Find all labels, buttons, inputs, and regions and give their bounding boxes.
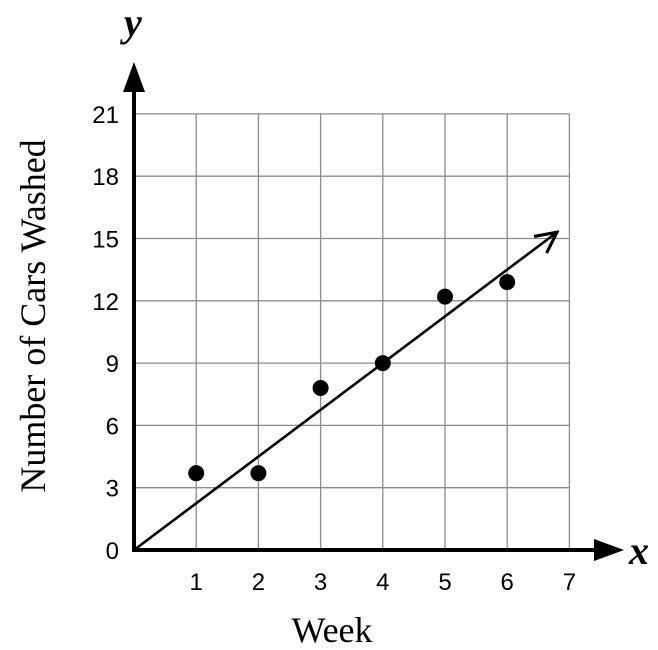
y-axis-arrowhead bbox=[123, 62, 145, 92]
y-axis-variable: y bbox=[120, 0, 142, 45]
y-tick-label: 18 bbox=[92, 164, 119, 191]
grid bbox=[134, 113, 571, 550]
data-point bbox=[250, 465, 267, 482]
x-axis-variable: x bbox=[628, 528, 649, 573]
axis-labels: Week Number of Cars Washed x y 1 2 3 4 5 6 703… bbox=[13, 0, 649, 650]
x-axis-title: Week bbox=[291, 610, 372, 650]
axes bbox=[123, 62, 624, 561]
data-point bbox=[437, 288, 453, 305]
y-axis-title: Number of Cars Washed bbox=[13, 139, 53, 492]
data-point bbox=[374, 355, 391, 372]
x-tick-label: 7 bbox=[563, 569, 576, 596]
x-tick-label: 1 bbox=[190, 569, 203, 596]
trend-line bbox=[132, 232, 557, 552]
x-tick-label: 3 bbox=[314, 569, 327, 596]
data-points bbox=[188, 274, 516, 482]
data-point bbox=[188, 465, 205, 482]
trend-line-group bbox=[132, 232, 557, 552]
y-tick-label: 6 bbox=[106, 413, 119, 440]
x-axis-arrowhead bbox=[594, 539, 624, 561]
x-tick-label: 6 bbox=[501, 569, 514, 596]
x-tick-label: 2 bbox=[252, 569, 265, 596]
x-tick-label: 4 bbox=[376, 569, 389, 596]
y-tick-label: 9 bbox=[106, 351, 119, 378]
y-tick-label: 15 bbox=[92, 227, 119, 254]
data-point bbox=[499, 274, 516, 291]
y-tick-label: 0 bbox=[106, 538, 119, 565]
y-tick-label: 12 bbox=[92, 289, 119, 316]
x-tick-label: 5 bbox=[438, 569, 451, 596]
y-tick-label: 21 bbox=[92, 102, 119, 129]
y-tick-label: 3 bbox=[106, 476, 119, 503]
data-point bbox=[312, 380, 329, 397]
